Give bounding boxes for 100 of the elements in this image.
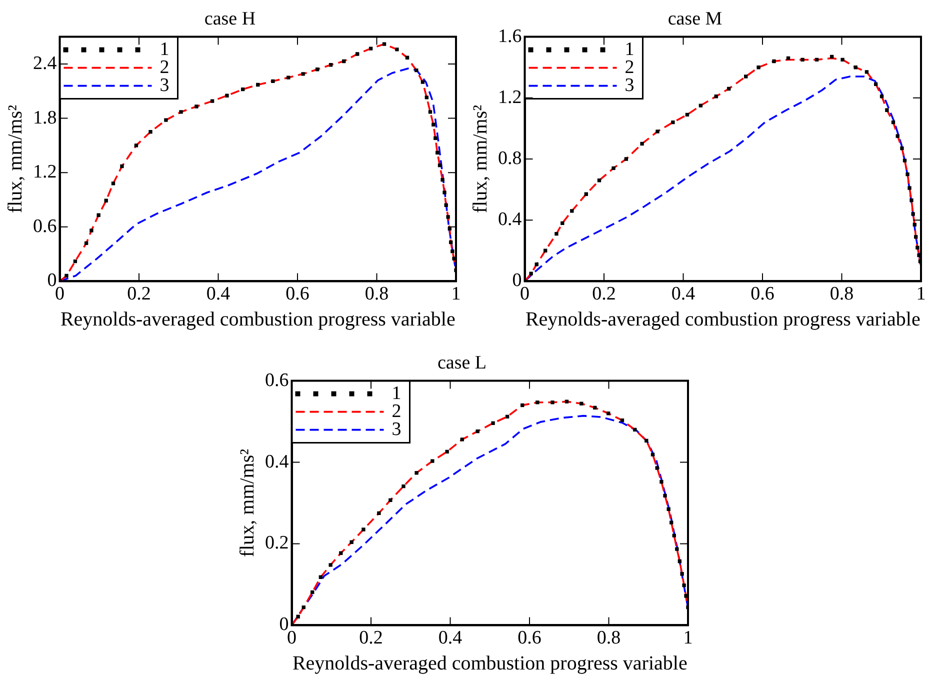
point xyxy=(476,429,480,434)
point xyxy=(377,511,381,516)
y-tick-label: 0.2 xyxy=(265,532,289,554)
point xyxy=(505,414,510,418)
point xyxy=(544,248,548,252)
point xyxy=(550,400,554,404)
point xyxy=(402,484,406,488)
y-tick-label: 1.6 xyxy=(498,26,522,47)
point xyxy=(395,48,399,52)
x-tick-label: 1 xyxy=(451,284,461,305)
point xyxy=(564,400,569,404)
x-tick-label: 0.2 xyxy=(359,628,383,649)
point xyxy=(580,402,584,406)
point xyxy=(655,466,659,470)
point xyxy=(350,540,354,544)
point xyxy=(256,82,260,87)
point xyxy=(896,134,900,138)
point xyxy=(786,56,790,60)
point xyxy=(440,178,444,182)
point xyxy=(644,438,648,443)
point xyxy=(449,240,453,244)
point xyxy=(900,146,904,150)
x-tick-label: 0.6 xyxy=(518,628,542,649)
point xyxy=(405,56,410,60)
point xyxy=(194,104,198,108)
point xyxy=(756,66,760,70)
y-tick-label: 0.6 xyxy=(265,370,289,391)
y-tick-label: 0.4 xyxy=(498,209,522,230)
point xyxy=(210,99,214,103)
point xyxy=(301,72,305,76)
point xyxy=(428,110,432,114)
point xyxy=(120,164,124,168)
x-axis-title: Reynolds-averaged combustion progress variable xyxy=(525,308,920,330)
point xyxy=(593,406,597,410)
point xyxy=(434,136,438,140)
point xyxy=(914,235,918,239)
point xyxy=(438,164,442,168)
point xyxy=(536,400,540,404)
point xyxy=(420,80,425,84)
point xyxy=(800,58,804,62)
point xyxy=(355,52,360,56)
point xyxy=(286,76,290,80)
point xyxy=(666,507,670,511)
point xyxy=(620,418,624,422)
point xyxy=(64,274,68,278)
point xyxy=(675,547,679,551)
x-tick-label: 0.4 xyxy=(206,284,231,305)
point xyxy=(744,74,748,78)
point xyxy=(73,259,78,264)
point xyxy=(908,186,912,190)
point xyxy=(446,215,450,219)
point xyxy=(650,452,655,456)
x-axis-title: Reynolds-averaged combustion progress variable xyxy=(292,652,688,674)
point xyxy=(296,614,300,618)
point xyxy=(671,120,675,124)
point xyxy=(302,605,306,610)
point xyxy=(916,246,920,250)
point xyxy=(597,178,602,182)
y-tick-label: 1.2 xyxy=(33,162,57,183)
point xyxy=(612,166,616,170)
x-tick-label: 0.6 xyxy=(286,284,310,305)
y-axis-title: flux, mm/ms² xyxy=(4,104,26,214)
y-tick-label: 0.4 xyxy=(265,451,290,472)
y-tick-label: 2.4 xyxy=(33,52,58,74)
point xyxy=(656,130,660,134)
point xyxy=(660,480,664,484)
point xyxy=(450,249,454,254)
point xyxy=(164,118,168,122)
point xyxy=(104,198,108,202)
point xyxy=(436,150,440,154)
point xyxy=(444,203,448,208)
point xyxy=(864,70,869,74)
point xyxy=(663,494,667,498)
point xyxy=(554,232,558,236)
y-tick-label: 1.8 xyxy=(33,107,57,128)
point xyxy=(460,438,464,442)
x-axis-title: Reynolds-averaged combustion progress variable xyxy=(60,308,456,330)
y-tick-label: 1.2 xyxy=(498,86,522,108)
point xyxy=(414,68,418,72)
point xyxy=(830,54,834,58)
y-axis-title: flux, mm/ms² xyxy=(469,104,492,214)
point xyxy=(912,222,916,227)
x-tick-label: 1 xyxy=(916,284,926,305)
point xyxy=(225,94,229,98)
point xyxy=(606,412,610,416)
point xyxy=(911,212,915,216)
point xyxy=(814,58,819,62)
point xyxy=(310,590,314,594)
point xyxy=(424,96,429,100)
point xyxy=(84,241,88,246)
y-tick-label: 0.6 xyxy=(33,216,57,237)
x-tick-label: 0.2 xyxy=(127,284,151,305)
y-tick-label: 0 xyxy=(279,614,289,636)
point xyxy=(726,86,731,91)
point xyxy=(854,66,858,70)
x-tick-label: 0.8 xyxy=(830,284,854,305)
x-tick-label: 0.8 xyxy=(596,628,621,649)
point xyxy=(96,213,100,217)
point xyxy=(682,583,686,588)
point xyxy=(624,157,628,161)
